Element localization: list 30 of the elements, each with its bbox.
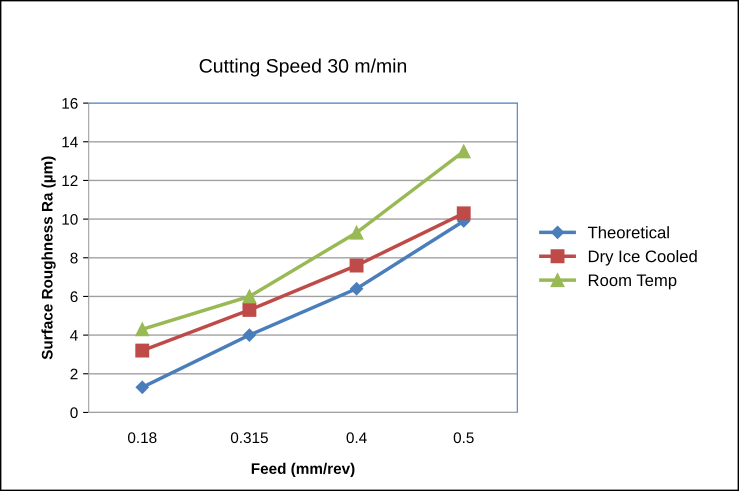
x-axis-title: Feed (mm/rev) bbox=[252, 462, 354, 478]
y-tick-label: 8 bbox=[70, 252, 78, 264]
point bbox=[456, 144, 471, 158]
point bbox=[242, 303, 256, 317]
point bbox=[136, 380, 149, 394]
chart-title: Cutting Speed 30 m/min bbox=[200, 58, 406, 77]
y-tick-label: 16 bbox=[62, 98, 78, 109]
point bbox=[350, 226, 364, 240]
point bbox=[456, 206, 471, 220]
y-tick-label: 2 bbox=[70, 368, 78, 380]
y-tick-label: 10 bbox=[62, 214, 78, 225]
point bbox=[135, 344, 150, 358]
legend-label: Theoretical bbox=[588, 226, 669, 238]
point bbox=[242, 289, 256, 304]
y-axis-title: Surface Roughness Ra (µm) bbox=[41, 156, 56, 360]
y-tick-label: 6 bbox=[70, 291, 78, 302]
x-tick-label: 0.5 bbox=[454, 432, 474, 444]
legend-label: Room Temp bbox=[588, 274, 676, 290]
point bbox=[135, 322, 150, 336]
x-tick-label: 0.4 bbox=[346, 432, 367, 444]
y-tick-label: 4 bbox=[70, 330, 78, 341]
point bbox=[350, 258, 364, 272]
legend-label: Dry Ice Cooled bbox=[588, 250, 697, 266]
x-tick-label: 0.18 bbox=[128, 432, 156, 444]
point bbox=[350, 282, 364, 296]
point bbox=[242, 328, 256, 342]
y-tick-label: 12 bbox=[62, 175, 78, 186]
x-tick-label: 0.315 bbox=[230, 432, 268, 444]
y-tick-label: 14 bbox=[62, 136, 78, 148]
y-tick-label: 0 bbox=[70, 407, 78, 418]
